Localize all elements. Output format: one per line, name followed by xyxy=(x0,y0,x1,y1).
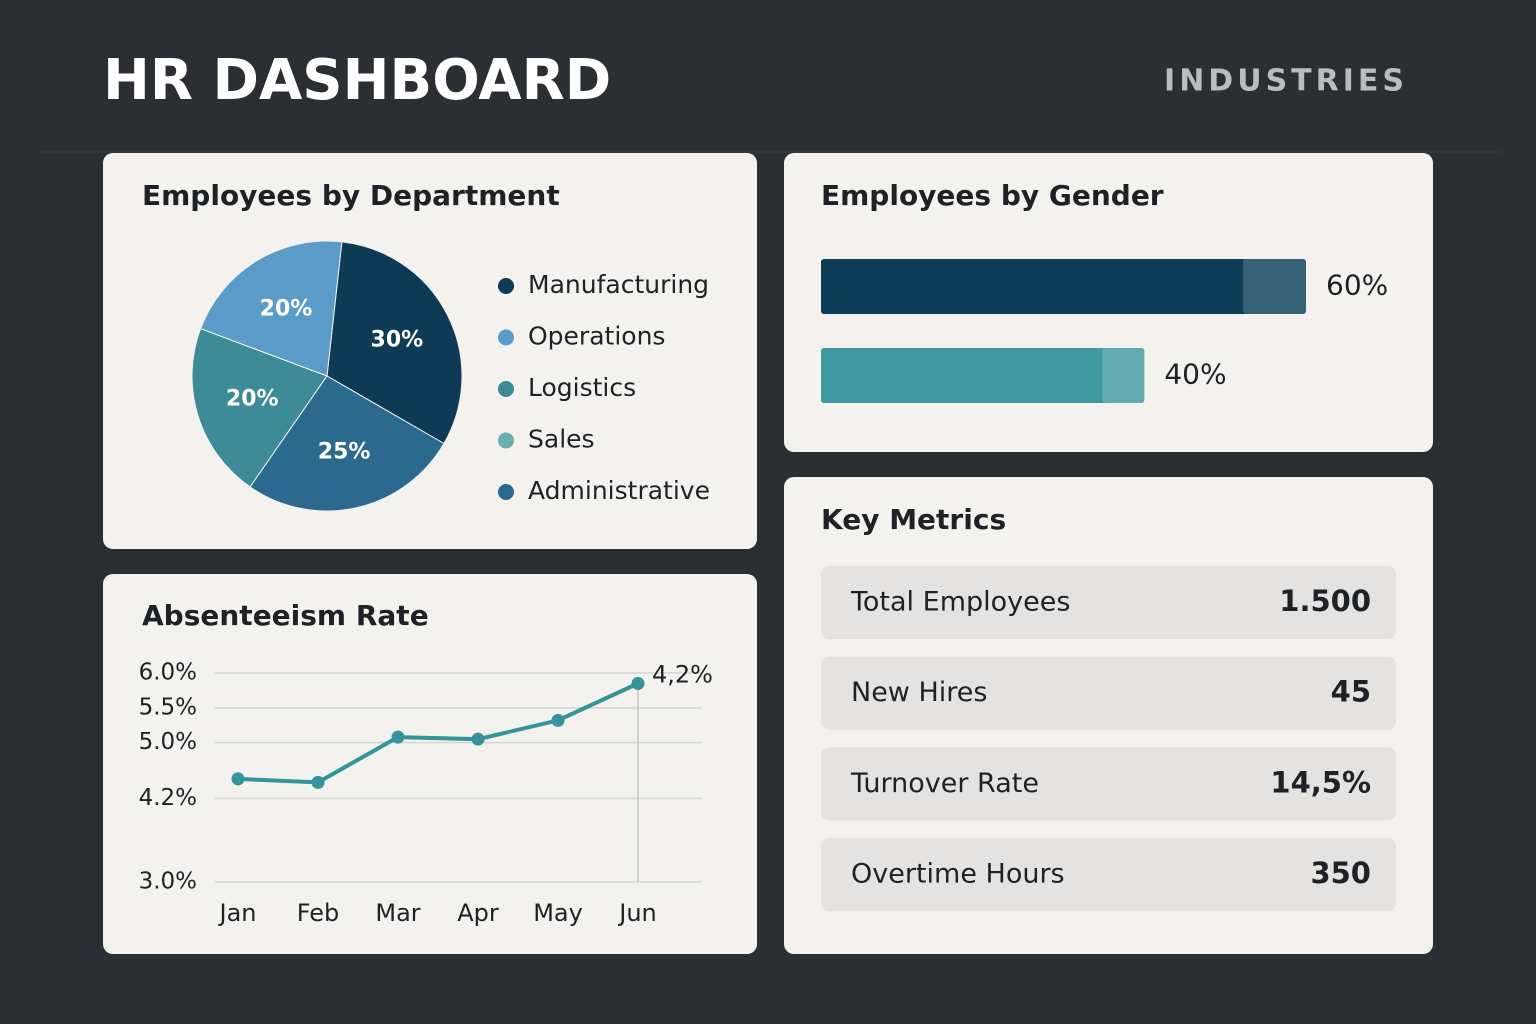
metric-value: 45 xyxy=(1331,675,1371,709)
legend-label: Logistics xyxy=(528,373,636,402)
metric-value: 1.500 xyxy=(1279,584,1371,618)
legend-dot xyxy=(498,432,514,449)
bar-value-label: 60% xyxy=(1326,269,1388,302)
annotation: 4,2% xyxy=(652,660,713,688)
slice-label: 20% xyxy=(260,296,313,321)
bar xyxy=(821,259,1306,314)
card-title: Key Metrics xyxy=(821,503,1006,536)
pie-slice xyxy=(326,241,463,445)
x-tick-label: Mar xyxy=(375,899,420,927)
legend-label: Manufacturing xyxy=(528,270,709,299)
metric-row xyxy=(821,838,1396,912)
y-tick-label: 5.5% xyxy=(139,694,197,720)
bar-value-label: 40% xyxy=(1164,358,1226,391)
card-title: Employees by Department xyxy=(142,179,560,212)
x-tick-label: Apr xyxy=(457,899,499,927)
bar-highlight xyxy=(1242,259,1306,314)
slice-label: 20% xyxy=(226,386,279,411)
x-tick-label: Jan xyxy=(218,899,257,927)
point xyxy=(231,772,245,786)
legend-dot xyxy=(498,484,514,500)
bar-highlight xyxy=(1102,348,1145,403)
legend-dot xyxy=(498,278,514,294)
pie-slice xyxy=(249,375,445,512)
metric-label: Overtime Hours xyxy=(851,859,1065,890)
metric-label: Total Employees xyxy=(850,587,1070,618)
y-tick-label: 6.0% xyxy=(139,660,197,686)
card xyxy=(103,574,757,954)
x-tick-label: Jun xyxy=(617,899,657,927)
x-tick-label: Feb xyxy=(297,899,340,927)
y-tick-label: 5.0% xyxy=(139,729,197,755)
metric-row xyxy=(821,566,1396,639)
legend-dot xyxy=(498,329,514,346)
pie-slice xyxy=(199,240,343,377)
metric-row xyxy=(821,747,1396,821)
metric-label: New Hires xyxy=(851,677,987,708)
metric-value: 14,5% xyxy=(1270,765,1371,799)
legend-label: Administrative xyxy=(528,476,710,505)
y-tick-label: 4.2% xyxy=(139,785,197,811)
metric-label: Turnover Rate xyxy=(850,768,1039,799)
slice-label: 25% xyxy=(318,439,371,464)
point xyxy=(551,713,565,727)
card-title: Absenteeism Rate xyxy=(142,599,429,632)
page-title: HR DASHBOARD xyxy=(103,48,611,113)
point xyxy=(471,732,485,746)
legend-dot xyxy=(498,381,514,397)
pie-slice xyxy=(191,328,328,488)
slice-label: 30% xyxy=(371,328,424,353)
legend-label: Sales xyxy=(528,425,595,454)
point xyxy=(631,676,645,690)
point xyxy=(391,730,405,744)
x-tick-label: May xyxy=(533,899,583,927)
metric-row xyxy=(821,656,1396,730)
card-title: Employees by Gender xyxy=(821,179,1164,212)
nav-link[interactable]: INDUSTRIES xyxy=(1164,64,1408,99)
point xyxy=(311,775,325,789)
bar xyxy=(821,348,1145,403)
legend-label: Operations xyxy=(528,322,665,351)
line xyxy=(237,681,639,785)
y-tick-label: 3.0% xyxy=(139,869,197,895)
metric-value: 350 xyxy=(1310,856,1371,890)
